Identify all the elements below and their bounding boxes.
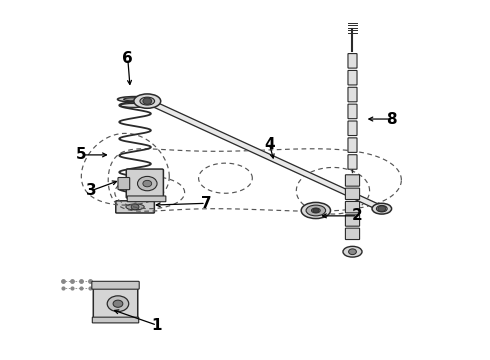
FancyBboxPatch shape xyxy=(118,177,130,190)
Text: 1: 1 xyxy=(152,318,162,333)
FancyBboxPatch shape xyxy=(348,121,357,135)
Circle shape xyxy=(143,180,152,187)
Ellipse shape xyxy=(134,94,161,108)
FancyBboxPatch shape xyxy=(348,155,357,169)
Circle shape xyxy=(131,204,139,210)
FancyBboxPatch shape xyxy=(345,228,360,239)
Ellipse shape xyxy=(312,208,320,213)
FancyBboxPatch shape xyxy=(126,169,163,198)
FancyBboxPatch shape xyxy=(92,281,139,289)
Ellipse shape xyxy=(372,203,392,214)
FancyBboxPatch shape xyxy=(345,202,360,213)
Circle shape xyxy=(143,98,152,104)
Circle shape xyxy=(378,206,386,212)
Ellipse shape xyxy=(120,103,150,107)
Ellipse shape xyxy=(123,98,147,101)
FancyBboxPatch shape xyxy=(348,54,357,68)
Text: 3: 3 xyxy=(86,183,97,198)
Ellipse shape xyxy=(306,205,326,216)
FancyBboxPatch shape xyxy=(345,215,360,226)
Polygon shape xyxy=(146,99,383,211)
Text: 5: 5 xyxy=(76,147,87,162)
Ellipse shape xyxy=(140,97,155,105)
FancyBboxPatch shape xyxy=(116,201,154,213)
FancyBboxPatch shape xyxy=(348,71,357,85)
Text: 7: 7 xyxy=(200,196,211,211)
FancyBboxPatch shape xyxy=(127,196,166,202)
Text: 6: 6 xyxy=(122,50,133,66)
Circle shape xyxy=(113,300,123,307)
Ellipse shape xyxy=(376,206,387,212)
Text: 8: 8 xyxy=(386,112,397,126)
FancyBboxPatch shape xyxy=(348,87,357,102)
Ellipse shape xyxy=(301,202,331,219)
Circle shape xyxy=(348,249,356,255)
FancyBboxPatch shape xyxy=(345,188,360,199)
Ellipse shape xyxy=(126,204,144,210)
Ellipse shape xyxy=(118,96,153,102)
FancyBboxPatch shape xyxy=(348,138,357,152)
Text: 2: 2 xyxy=(352,208,363,223)
FancyBboxPatch shape xyxy=(93,285,138,322)
Ellipse shape xyxy=(343,246,362,257)
Circle shape xyxy=(107,296,129,312)
Circle shape xyxy=(313,208,319,213)
FancyBboxPatch shape xyxy=(345,175,360,186)
Text: 4: 4 xyxy=(264,137,275,152)
FancyBboxPatch shape xyxy=(92,317,139,323)
FancyBboxPatch shape xyxy=(348,104,357,119)
Circle shape xyxy=(138,176,157,191)
